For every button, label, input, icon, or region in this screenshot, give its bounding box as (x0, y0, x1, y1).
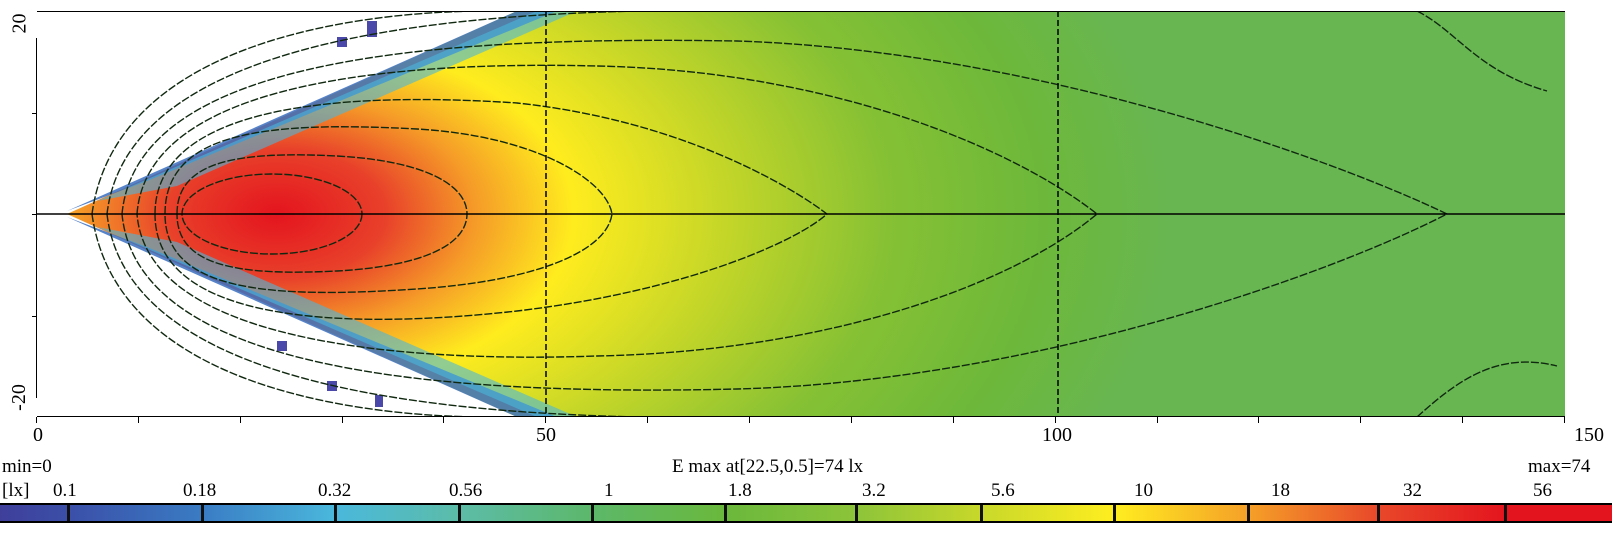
max-label: max=74 (1528, 456, 1591, 477)
x-tick (647, 417, 649, 423)
x-tick-label-150: 150 (1574, 424, 1604, 446)
colorbar-label: 10 (1134, 480, 1153, 501)
y-tick-label-bottom: -20 (7, 384, 30, 411)
colorbar-segment (1378, 505, 1505, 521)
x-tick-label-50: 50 (536, 424, 556, 446)
x-tick (952, 417, 954, 423)
colorbar-segment (856, 505, 981, 521)
colorbar-divider (67, 505, 70, 521)
colorbar-segment (459, 505, 592, 521)
colorbar-label: 0.1 (53, 480, 77, 501)
min-label: min=0 (2, 456, 52, 477)
colorbar-label: 0.18 (183, 480, 217, 501)
emax-label: E max at[22.5,0.5]=74 lx (672, 456, 864, 477)
y-tick (32, 214, 37, 215)
y-tick (32, 316, 37, 317)
colorbar-divider (201, 505, 204, 521)
colorbar-label: 3.2 (862, 480, 886, 501)
y-tick-label-top: 20 (8, 13, 31, 34)
colorbar-divider (458, 505, 461, 521)
colorbar-divider (1504, 505, 1507, 521)
colorbar-label: 1 (604, 480, 614, 501)
colorbar (0, 503, 1612, 523)
x-tick (341, 417, 343, 423)
x-tick (36, 417, 37, 423)
x-tick (850, 417, 852, 423)
colorbar-label: 5.6 (991, 480, 1015, 501)
colorbar-segment (1505, 505, 1612, 521)
x-tick (545, 417, 547, 423)
colorbar-divider (591, 505, 594, 521)
x-tick-label-0: 0 (33, 424, 43, 446)
colorbar-divider (855, 505, 858, 521)
x-tick (1054, 417, 1056, 423)
colorbar-divider (1113, 505, 1116, 521)
colorbar-segment (202, 505, 335, 521)
colorbar-label: 56 (1533, 480, 1552, 501)
colorbar-divider (1377, 505, 1380, 521)
x-tick (1462, 417, 1464, 423)
x-tick (1156, 417, 1158, 423)
x-tick (749, 417, 751, 423)
x-tick (1258, 417, 1260, 423)
colorbar-segment (0, 505, 68, 521)
x-tick (137, 417, 139, 423)
colorbar-segment (335, 505, 459, 521)
colorbar-segment (981, 505, 1114, 521)
x-tick (1564, 417, 1565, 423)
colorbar-divider (1247, 505, 1250, 521)
colorbar-label: 18 (1271, 480, 1290, 501)
colorbar-label: 0.32 (318, 480, 352, 501)
heatmap-plot (37, 11, 1565, 417)
colorbar-segment (68, 505, 202, 521)
y-tick (32, 113, 37, 114)
x-tick (1360, 417, 1362, 423)
colorbar-divider (334, 505, 337, 521)
colorbar-divider (724, 505, 727, 521)
colorbar-divider (980, 505, 983, 521)
colorbar-label: 1.8 (728, 480, 752, 501)
colorbar-segment (1248, 505, 1378, 521)
colorbar-label: 32 (1403, 480, 1422, 501)
x-tick-label-100: 100 (1042, 424, 1072, 446)
colorbar-segment (1114, 505, 1248, 521)
colorbar-label: 0.56 (449, 480, 483, 501)
colorbar-segment (725, 505, 856, 521)
x-tick (443, 417, 445, 423)
colorbar-segment (592, 505, 725, 521)
unit-label: [lx] (2, 480, 30, 501)
x-tick (239, 417, 241, 423)
